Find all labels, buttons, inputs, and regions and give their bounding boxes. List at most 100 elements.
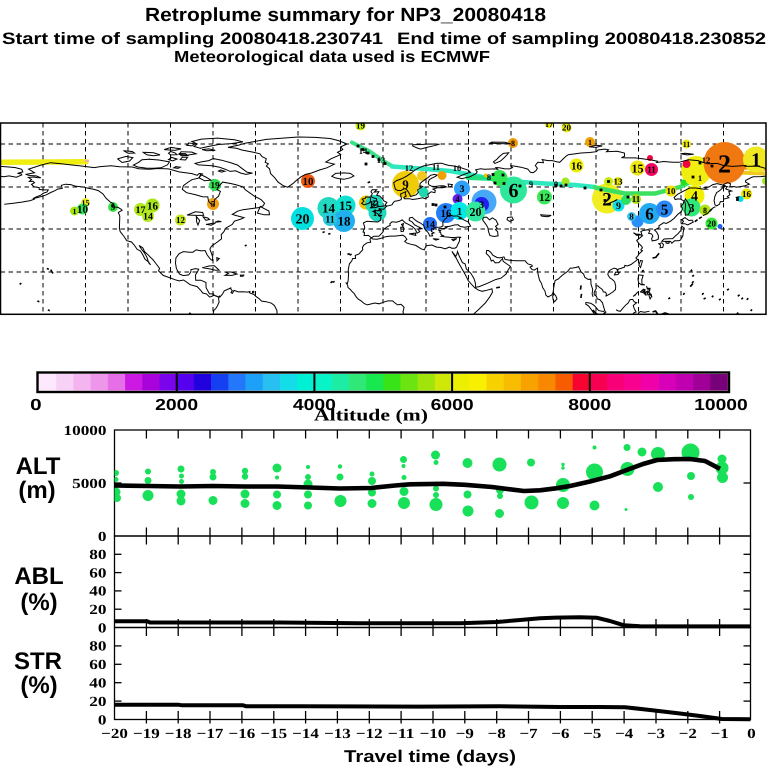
svg-text:−1: −1 — [711, 727, 729, 742]
svg-text:4: 4 — [691, 190, 698, 205]
svg-text:−19: −19 — [133, 727, 160, 742]
svg-text:−16: −16 — [229, 727, 256, 742]
svg-text:16: 16 — [742, 189, 752, 199]
svg-text:5000: 5000 — [72, 477, 106, 492]
svg-text:9: 9 — [402, 177, 409, 192]
svg-text:12: 12 — [405, 163, 414, 173]
svg-text:−5: −5 — [583, 727, 601, 742]
svg-text:−18: −18 — [165, 727, 192, 742]
svg-text:16: 16 — [571, 161, 583, 173]
svg-text:17: 17 — [545, 120, 553, 129]
svg-text:19: 19 — [211, 180, 221, 190]
svg-text:0: 0 — [98, 621, 107, 636]
svg-text:1: 1 — [457, 206, 463, 218]
svg-text:−4: −4 — [615, 727, 633, 742]
svg-text:1: 1 — [698, 173, 702, 183]
svg-text:20: 20 — [707, 219, 717, 229]
svg-text:11: 11 — [325, 215, 334, 226]
svg-text:13: 13 — [369, 200, 379, 211]
svg-text:−8: −8 — [488, 727, 506, 742]
svg-text:20: 20 — [296, 213, 310, 228]
svg-text:6: 6 — [645, 205, 654, 224]
svg-text:5: 5 — [211, 199, 216, 209]
svg-text:6: 6 — [509, 180, 519, 202]
svg-text:3: 3 — [460, 184, 465, 195]
svg-text:4: 4 — [455, 194, 460, 204]
svg-text:14: 14 — [322, 201, 336, 216]
svg-text:10: 10 — [667, 186, 677, 196]
svg-text:15: 15 — [339, 198, 353, 213]
svg-text:20: 20 — [89, 695, 106, 710]
svg-text:80: 80 — [89, 548, 106, 563]
svg-text:9: 9 — [529, 179, 533, 189]
svg-text:2: 2 — [602, 189, 612, 210]
svg-text:−12: −12 — [356, 727, 383, 742]
svg-text:−14: −14 — [292, 727, 319, 742]
svg-text:17: 17 — [136, 205, 146, 216]
svg-text:10: 10 — [453, 163, 462, 173]
svg-text:13: 13 — [614, 177, 624, 187]
svg-text:1: 1 — [588, 138, 592, 147]
svg-text:12: 12 — [539, 192, 551, 204]
svg-text:(%): (%) — [20, 589, 57, 616]
svg-text:8: 8 — [511, 139, 515, 148]
svg-text:−2: −2 — [679, 727, 697, 742]
svg-text:15: 15 — [632, 161, 644, 175]
svg-text:8: 8 — [703, 206, 707, 215]
svg-text:8000: 8000 — [568, 397, 611, 414]
svg-text:9: 9 — [616, 201, 621, 212]
svg-text:20: 20 — [89, 603, 106, 618]
svg-text:−3: −3 — [647, 727, 665, 742]
svg-text:ALT: ALT — [16, 453, 61, 480]
svg-text:8: 8 — [629, 212, 634, 222]
svg-text:2: 2 — [718, 149, 731, 178]
svg-text:(%): (%) — [20, 672, 57, 699]
svg-text:4000: 4000 — [293, 397, 336, 414]
svg-text:80: 80 — [89, 640, 106, 655]
svg-text:16: 16 — [441, 208, 453, 220]
svg-text:−7: −7 — [520, 727, 538, 742]
svg-text:2000: 2000 — [155, 397, 198, 414]
svg-text:−6: −6 — [551, 727, 569, 742]
svg-text:18: 18 — [338, 214, 352, 229]
svg-text:19: 19 — [356, 121, 366, 131]
svg-text:Meteorological data used is EC: Meteorological data used is ECMWF — [174, 49, 490, 66]
svg-text:40: 40 — [89, 585, 106, 600]
svg-text:1: 1 — [751, 150, 761, 172]
svg-text:1: 1 — [73, 207, 77, 216]
svg-text:60: 60 — [89, 566, 106, 581]
svg-text:5: 5 — [661, 202, 669, 218]
svg-text:−20: −20 — [101, 727, 128, 742]
svg-text:0: 0 — [98, 530, 107, 545]
svg-text:−15: −15 — [260, 727, 287, 742]
svg-text:End time of sampling 20080418.: End time of sampling 20080418.230852 — [397, 30, 766, 48]
svg-text:ABL: ABL — [14, 563, 63, 590]
svg-text:Travel time (days): Travel time (days) — [344, 747, 516, 766]
svg-text:11: 11 — [432, 162, 440, 172]
svg-text:Retroplume summary for NP3_200: Retroplume summary for NP3_20080418 — [145, 5, 546, 26]
svg-text:40: 40 — [89, 677, 106, 692]
svg-text:0: 0 — [554, 179, 558, 189]
svg-text:10: 10 — [77, 204, 89, 216]
svg-text:11: 11 — [683, 140, 691, 149]
svg-text:(m): (m) — [18, 477, 55, 504]
svg-text:14: 14 — [143, 212, 153, 223]
svg-text:−11: −11 — [388, 727, 415, 742]
svg-text:16: 16 — [147, 201, 159, 213]
svg-text:Start time of sampling 2008041: Start time of sampling 20080418.230741 — [2, 30, 383, 48]
svg-text:12: 12 — [373, 208, 383, 219]
svg-text:13: 13 — [377, 155, 386, 165]
svg-text:3: 3 — [689, 201, 695, 215]
svg-text:10: 10 — [303, 176, 315, 188]
svg-text:60: 60 — [89, 658, 106, 673]
svg-text:−13: −13 — [324, 727, 351, 742]
svg-text:9: 9 — [111, 202, 116, 212]
svg-text:3: 3 — [479, 200, 484, 211]
svg-text:15: 15 — [82, 198, 90, 207]
svg-text:8: 8 — [487, 172, 491, 182]
svg-text:20: 20 — [562, 123, 572, 133]
svg-text:10000: 10000 — [64, 424, 107, 439]
svg-text:12: 12 — [176, 215, 186, 225]
svg-text:11: 11 — [647, 165, 656, 175]
svg-text:−10: −10 — [420, 727, 447, 742]
